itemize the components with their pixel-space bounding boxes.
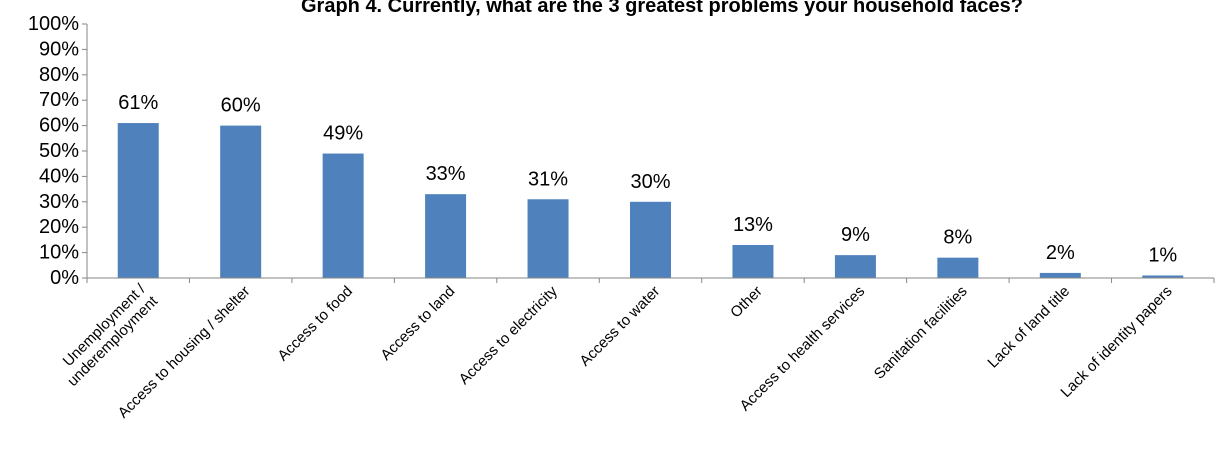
y-tick-label: 70% bbox=[39, 89, 79, 111]
data-label: 61% bbox=[118, 92, 158, 114]
x-tick-label: Unemployment /underemployment bbox=[52, 280, 162, 390]
bar bbox=[630, 201, 671, 278]
y-tick-label: 60% bbox=[39, 115, 79, 137]
data-label: 1% bbox=[1148, 244, 1177, 266]
y-tick-label: 80% bbox=[39, 64, 79, 86]
data-label: 31% bbox=[528, 168, 568, 190]
y-tick-label: 10% bbox=[39, 242, 79, 264]
y-tick-label: 100% bbox=[28, 13, 79, 35]
y-tick-label: 0% bbox=[50, 267, 79, 289]
chart-title: Graph 4. Currently, what are the 3 great… bbox=[301, 0, 1023, 17]
data-label: 49% bbox=[323, 123, 363, 145]
x-tick-label: Lack of land title bbox=[984, 283, 1073, 372]
bar bbox=[117, 123, 159, 278]
x-tick-label: Other bbox=[727, 283, 766, 322]
data-labels: 61% 60% 49% 33% 31% 30% 13% 9% 8% 2% 1% bbox=[118, 92, 1177, 266]
bar bbox=[1039, 272, 1081, 278]
y-tick-label: 30% bbox=[39, 191, 79, 213]
x-tick-label: Access to electricity bbox=[456, 282, 562, 388]
data-label: 8% bbox=[943, 227, 972, 249]
y-tick-label: 90% bbox=[39, 38, 79, 60]
data-label: 9% bbox=[841, 224, 870, 246]
bar bbox=[322, 153, 364, 278]
data-label: 2% bbox=[1046, 242, 1075, 264]
bar bbox=[425, 194, 467, 278]
x-tick-label: Access to food bbox=[274, 283, 356, 365]
data-label: 33% bbox=[426, 163, 466, 185]
bars bbox=[117, 123, 1184, 278]
x-tick-label: Access to water bbox=[576, 283, 663, 370]
bar bbox=[834, 255, 876, 278]
x-tick-label: Lack of identity papers bbox=[1057, 283, 1175, 401]
bar bbox=[527, 199, 569, 278]
x-tick-label: Access to land bbox=[377, 283, 458, 364]
bar bbox=[732, 244, 774, 278]
data-label: 30% bbox=[630, 171, 670, 193]
y-tick-label: 40% bbox=[39, 165, 79, 187]
bar bbox=[1142, 275, 1184, 278]
y-tick-label: 50% bbox=[39, 140, 79, 162]
y-tick-label: 20% bbox=[39, 216, 79, 238]
bar bbox=[220, 125, 262, 278]
y-axis: 0% 10% 20% 30% 40% 50% 60% 70% 80% 90% 100% bbox=[28, 13, 88, 289]
data-label: 60% bbox=[221, 95, 261, 117]
bar bbox=[937, 257, 979, 278]
x-tick-label: Sanitation facilities bbox=[871, 283, 971, 383]
data-label: 13% bbox=[733, 214, 773, 236]
